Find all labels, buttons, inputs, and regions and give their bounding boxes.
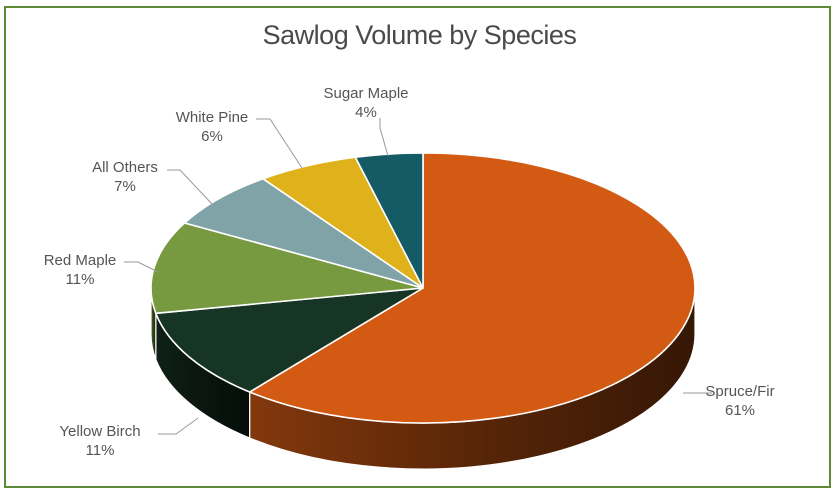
leader-line-yellow-birch	[158, 417, 199, 435]
slice-label-yellow-birch: Yellow Birch	[59, 423, 140, 440]
pie-slice-spruce-fir	[248, 152, 696, 424]
leader-line-red-maple	[124, 261, 159, 273]
slice-label-white-pine: White Pine	[176, 109, 249, 126]
pie-slice-all-others	[183, 177, 424, 289]
slice-label-spruce-fir: Spruce/Fir	[705, 383, 774, 400]
slice-percent-sugar-maple: 4%	[355, 104, 377, 121]
slice-percent-white-pine: 6%	[201, 128, 223, 145]
leader-line-sugar-maple	[379, 118, 389, 157]
pie-slice-red-maple	[150, 222, 424, 315]
slice-percent-red-maple: 11%	[66, 271, 95, 288]
leader-line-all-others	[167, 169, 213, 205]
slice-percent-all-others: 7%	[114, 178, 136, 195]
slice-label-red-maple: Red Maple	[44, 252, 117, 269]
chart-title: Sawlog Volume by Species	[262, 20, 577, 50]
leader-line-white-pine	[256, 118, 303, 169]
pie-slice-yellow-birch	[155, 287, 424, 393]
slice-label-all-others: All Others	[92, 159, 158, 176]
pie-slice-sugar-maple	[354, 152, 424, 289]
slice-percent-yellow-birch: 11%	[86, 442, 115, 459]
slice-percent-spruce-fir: 61%	[725, 402, 755, 419]
slice-label-sugar-maple: Sugar Maple	[323, 85, 408, 102]
